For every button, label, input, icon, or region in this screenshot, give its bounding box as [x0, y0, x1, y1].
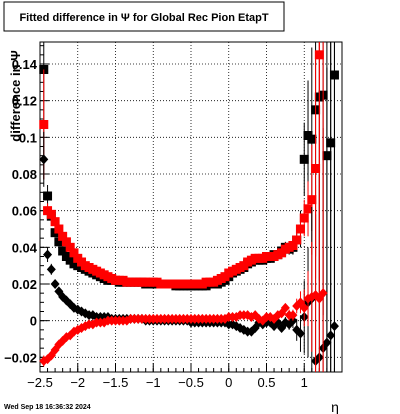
data-point-square	[299, 213, 309, 223]
timestamp-footer: Wed Sep 18 16:36:32 2024	[4, 404, 91, 411]
data-point-diamond	[326, 330, 336, 341]
x-tick-labels: −2.5 −2 −1.5 −1 −0.5 0 0.5 1	[27, 375, 308, 390]
data-point-diamond	[299, 302, 309, 313]
data-point-square	[299, 154, 309, 164]
chart-title: Fitted difference in Ψ for Global Rec Pi…	[19, 12, 268, 24]
y-tick-label: 0.14	[12, 57, 38, 72]
data-point-square	[307, 134, 317, 144]
data-point-square	[54, 237, 64, 247]
data-point-diamond	[39, 154, 49, 165]
x-tick-label: 0.5	[257, 375, 275, 390]
data-point-square	[292, 235, 302, 245]
y-tick-label: 0.08	[12, 167, 37, 182]
y-tick-label: −0.02	[4, 350, 37, 365]
y-tick-label: 0	[30, 314, 37, 329]
data-marks	[39, 42, 339, 372]
data-point-square	[311, 164, 321, 173]
data-point-diamond	[295, 328, 305, 339]
data-point-square	[50, 217, 60, 227]
x-tick-label: −1	[146, 375, 161, 390]
data-point-square	[295, 224, 305, 234]
x-tick-label: −0.5	[178, 375, 204, 390]
data-point-square	[39, 120, 49, 129]
x-tick-label: −2.5	[27, 375, 53, 390]
data-point-diamond	[43, 249, 53, 260]
y-axis-label: difference in Ψ	[8, 50, 23, 141]
data-point-diamond	[288, 310, 298, 321]
data-point-diamond	[329, 321, 339, 332]
x-tick-label: 1	[301, 375, 308, 390]
x-tick-label: −1.5	[103, 375, 129, 390]
y-tick-label: 0.1	[19, 130, 37, 145]
x-tick-label: −2	[70, 375, 85, 390]
data-point-diamond	[322, 337, 332, 348]
data-point-square	[65, 242, 75, 252]
y-tick-label: 0.02	[12, 277, 37, 292]
y-tick-labels: −0.02 0 0.02 0.04 0.06 0.08 0.1 0.12 0.14	[4, 57, 38, 365]
data-point-square	[58, 231, 68, 241]
x-axis-label: η	[331, 399, 339, 414]
data-point-square	[303, 204, 313, 214]
data-point-diamond	[318, 288, 328, 299]
data-point-diamond	[50, 279, 60, 289]
data-point-diamond	[46, 264, 56, 275]
data-point-square	[69, 248, 79, 258]
data-point-square	[61, 237, 71, 247]
y-tick-label: 0.12	[12, 94, 37, 109]
data-point-square	[46, 209, 56, 219]
title-box	[3, 1, 285, 32]
y-tick-label: 0.04	[12, 240, 38, 255]
data-point-diamond	[280, 302, 290, 313]
data-point-square	[307, 195, 317, 205]
data-point-square	[288, 241, 298, 250]
data-point-square	[54, 224, 64, 234]
y-tick-label: 0.06	[12, 204, 37, 219]
data-point-square	[43, 191, 53, 201]
x-tick-label: 0	[225, 375, 232, 390]
data-point-square	[58, 246, 68, 256]
